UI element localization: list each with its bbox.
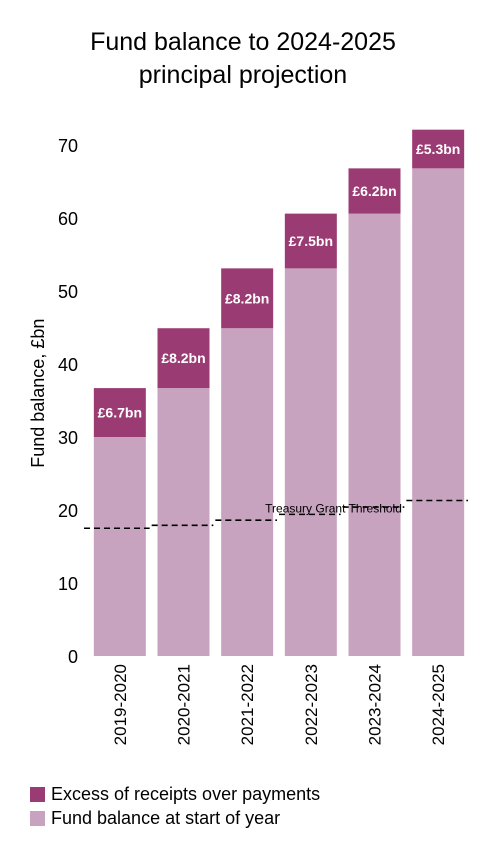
bar-data-label: £7.5bn: [289, 233, 333, 249]
bar-excess-receipts: [157, 328, 210, 389]
bar-fund-balance: [93, 437, 146, 656]
bar-fund-balance: [412, 168, 465, 657]
legend-label-balance: Fund balance at start of year: [51, 807, 281, 828]
bar-data-label: £6.2bn: [352, 183, 396, 199]
y-tick-label: 60: [58, 209, 78, 229]
bar-fund-balance: [157, 388, 210, 656]
x-tick-label: 2023-2024: [366, 664, 385, 745]
bar-excess-receipts: [412, 129, 465, 169]
chart-title-line-1: Fund balance to 2024-2025: [90, 28, 396, 56]
bar-data-label: £5.3bn: [416, 141, 460, 157]
bar-data-label: £8.2bn: [225, 290, 269, 306]
stacked-bar-chart: Fund balance, £bn 0 10 20 30 40 50 60 70 £6.7bn £8…: [28, 129, 468, 745]
y-tick-label: 10: [58, 574, 78, 594]
y-tick-label: 0: [68, 647, 78, 667]
bar-excess-receipts: [93, 388, 146, 437]
bar-data-label: £8.2bn: [161, 350, 205, 366]
x-tick-label: 2021-2022: [238, 664, 257, 745]
x-tick-label: 2020-2021: [175, 664, 194, 745]
legend-label-excess: Excess of receipts over payments: [51, 783, 321, 804]
legend-item-balance: Fund balance at start of year: [30, 806, 320, 830]
chart-title: Fund balance to 2024-2025 principal proj…: [0, 26, 486, 92]
y-tick-label: 50: [58, 282, 78, 302]
bar-excess-receipts: [284, 213, 337, 269]
legend-item-excess: Excess of receipts over payments: [30, 782, 320, 806]
y-tick-label: 20: [58, 501, 78, 521]
y-tick-label: 30: [58, 428, 78, 448]
bar-data-label: £6.7bn: [98, 405, 142, 421]
bar-fund-balance: [221, 328, 274, 656]
legend-swatch-excess: [30, 786, 45, 802]
x-tick-label: 2019-2020: [111, 664, 130, 745]
x-tick-label: 2024-2025: [429, 664, 448, 745]
y-tick-label: 40: [58, 355, 78, 375]
chart-legend: Excess of receipts over payments Fund ba…: [30, 782, 320, 830]
legend-swatch-balance: [30, 810, 45, 826]
x-tick-label: 2022-2023: [302, 664, 321, 745]
bar-excess-receipts: [348, 168, 401, 214]
bar-fund-balance: [284, 268, 337, 656]
y-tick-label: 70: [58, 136, 78, 156]
bar-excess-receipts: [221, 268, 274, 329]
bar-fund-balance: [348, 213, 401, 656]
threshold-annotation: Treasury Grant Threshold: [265, 502, 402, 516]
y-axis-label: Fund balance, £bn: [28, 319, 48, 468]
chart-title-line-2: principal projection: [138, 61, 348, 89]
